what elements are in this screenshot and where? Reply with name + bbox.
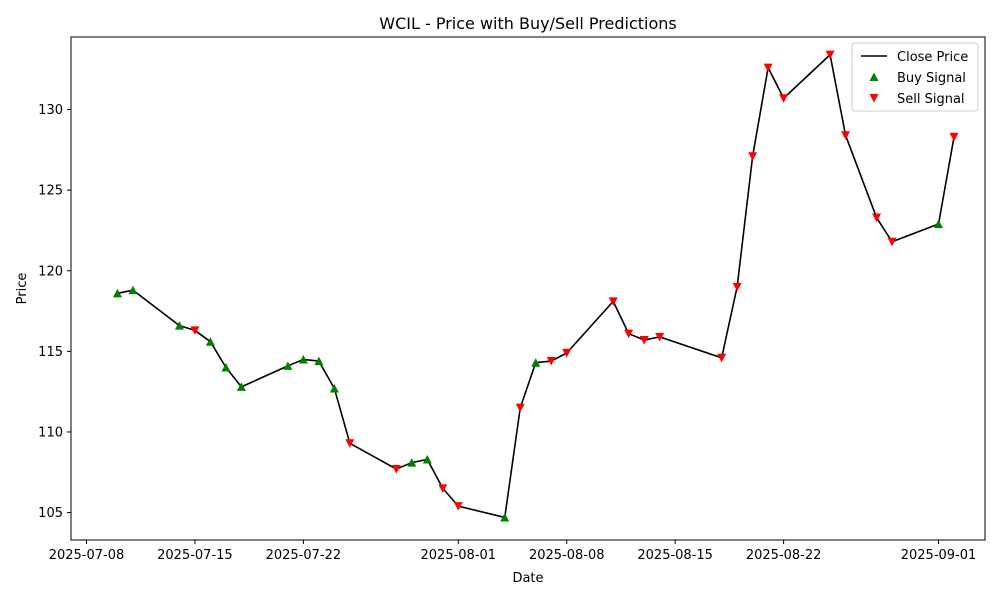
plot-frame [70, 36, 986, 541]
sell-signal-marker [841, 131, 851, 140]
x-tick-label: 2025-08-01 [421, 548, 497, 563]
sell-signal-marker [190, 326, 200, 335]
sell-signal-marker [438, 484, 448, 493]
buy-signal-marker [422, 454, 432, 464]
sell-signal-marker [949, 132, 959, 142]
legend-buy-signal-swatch [869, 72, 879, 82]
y-tick-label: 110 [38, 425, 63, 440]
buy-signal-marker [221, 362, 231, 372]
legend-sell-signal-label: Sell Signal [897, 92, 965, 107]
sell-signal-marker [763, 63, 773, 73]
legend-sell-marker [869, 93, 879, 103]
y-tick-label: 105 [38, 506, 63, 521]
sell-signal-marker [779, 94, 789, 103]
buy-signal-marker [205, 337, 215, 346]
x-tick-label: 2025-09-01 [901, 548, 977, 563]
buy-signal-marker [314, 356, 324, 366]
buy-signal-marker [500, 512, 510, 522]
legend-buy-signal-label: Buy Signal [897, 71, 966, 86]
x-tick-label: 2025-07-08 [49, 548, 125, 563]
legend: Close Price Buy Signal Sell Signal [851, 42, 979, 112]
plot-area [112, 50, 959, 522]
y-tick-label: 115 [38, 345, 63, 360]
legend-box [851, 42, 979, 112]
y-tick-label: 130 [38, 103, 63, 118]
x-tick-label: 2025-07-15 [157, 548, 233, 563]
sell-signal-marker [717, 353, 727, 363]
y-axis-ticks: 105 110 115 120 125 130 [38, 103, 71, 521]
buy-signal-marker [128, 285, 138, 295]
sell-signal-marker [748, 152, 758, 161]
sell-signal-marker [655, 332, 665, 342]
sell-signal-marker [732, 282, 742, 292]
buy-signal-marker [329, 383, 339, 393]
buy-signal-marker [298, 354, 308, 364]
x-tick-label: 2025-07-22 [266, 548, 342, 563]
buy-signal-marker [407, 458, 417, 467]
buy-signal-marker [283, 361, 293, 370]
sell-signal-marker [624, 329, 634, 339]
sell-signal-marker [608, 297, 618, 306]
buy-signal-marker [112, 288, 122, 298]
chart-title: WCIL - Price with Buy/Sell Predictions [379, 14, 677, 33]
sell-signal-marker [391, 465, 401, 474]
y-tick-label: 125 [38, 184, 63, 199]
legend-sell-signal-swatch [869, 93, 879, 103]
y-tick-label: 120 [38, 264, 63, 279]
sell-signal-marker [639, 336, 649, 345]
x-tick-label: 2025-08-08 [529, 548, 605, 563]
legend-close-price-label: Close Price [897, 50, 968, 65]
sell-signal-marker [887, 237, 897, 247]
x-tick-label: 2025-08-15 [637, 548, 713, 563]
x-axis-ticks: 2025-07-08 2025-07-15 2025-07-22 2025-08-01… [49, 540, 977, 563]
sell-signal-marker [562, 348, 572, 358]
x-axis-title: Date [512, 571, 543, 586]
x-tick-label: 2025-08-22 [746, 548, 822, 563]
buy-signal-marker [934, 219, 944, 229]
buy-signal-marker [236, 382, 246, 391]
sell-signal-marker [872, 213, 882, 223]
buy-signal-marker [531, 358, 541, 367]
sell-signal-marker [345, 439, 355, 448]
legend-buy-marker [869, 72, 879, 82]
y-axis-title: Price [15, 273, 30, 305]
sell-signal-marker [825, 50, 835, 60]
sell-signal-marker [515, 403, 525, 413]
sell-signal-marker [546, 356, 556, 366]
sell-signal-marker [453, 502, 463, 511]
buy-signal-marker [174, 321, 184, 330]
